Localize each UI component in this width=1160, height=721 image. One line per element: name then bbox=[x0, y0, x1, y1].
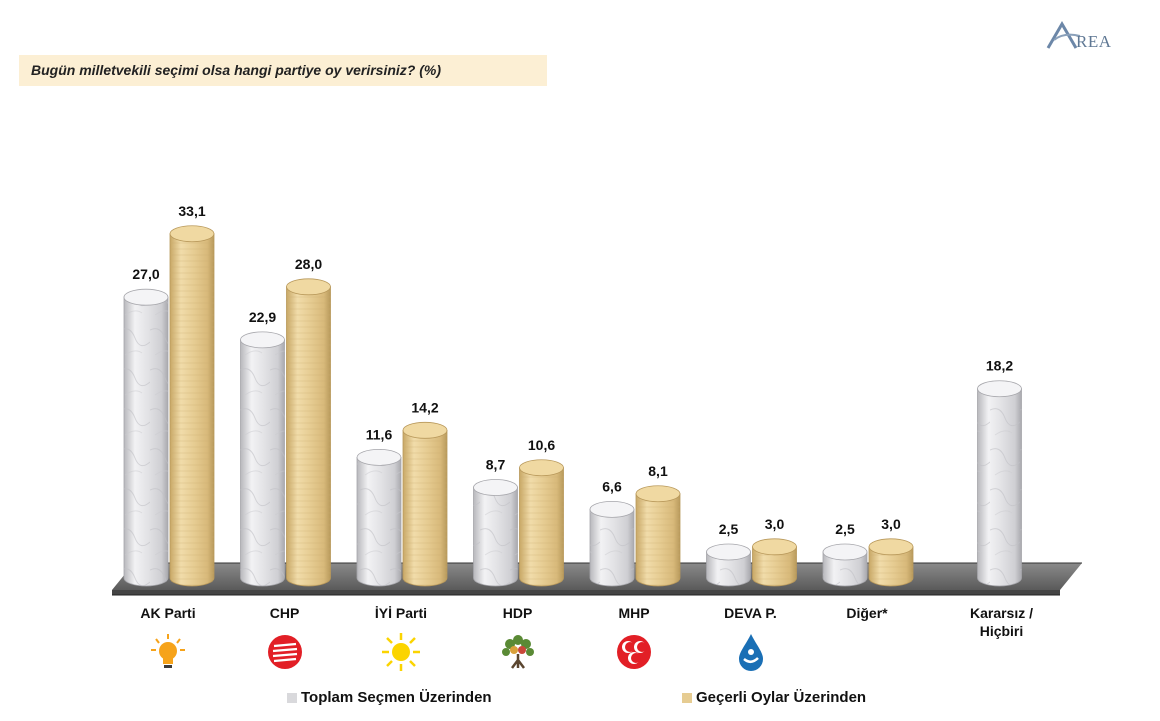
value-label-total-4: 8,7 bbox=[486, 457, 506, 473]
bar-valid-6 bbox=[752, 538, 797, 587]
category-label-3: İYİ Parti bbox=[341, 604, 461, 622]
value-label-total-2: 22,9 bbox=[249, 309, 276, 325]
category-label-line1: MHP bbox=[618, 605, 650, 621]
category-label-8: Kararsız / Hiçbiri bbox=[942, 604, 1062, 640]
value-label-valid-6: 3,0 bbox=[765, 516, 785, 532]
bar-valid-1 bbox=[169, 225, 215, 587]
bar-total-8 bbox=[977, 380, 1022, 587]
chart-title: Bugün milletvekili seçimi olsa hangi par… bbox=[31, 62, 442, 78]
value-label-valid-4: 10,6 bbox=[528, 437, 555, 453]
category-label-line1: CHP bbox=[269, 605, 300, 621]
bar-total-2 bbox=[240, 331, 285, 587]
bar-valid-5 bbox=[635, 485, 681, 587]
legend-label-valid: Geçerli Oylar Üzerinden bbox=[696, 689, 867, 706]
value-label-total-8: 18,2 bbox=[986, 358, 1013, 374]
legend-swatch-marble bbox=[287, 692, 297, 703]
category-label-line1: Kararsız / bbox=[969, 605, 1034, 621]
value-label-total-3: 11,6 bbox=[366, 426, 393, 442]
category-label-line1: İYİ Parti bbox=[374, 605, 428, 621]
value-label-total-5: 6,6 bbox=[602, 478, 622, 494]
bar-valid-2 bbox=[286, 278, 331, 587]
value-label-valid-5: 8,1 bbox=[648, 463, 668, 479]
bar-total-5 bbox=[589, 500, 635, 587]
bar-valid-4 bbox=[519, 459, 564, 587]
hdp-tree-icon bbox=[498, 632, 538, 672]
legend-swatch-gold bbox=[682, 692, 692, 703]
value-label-total-6: 2,5 bbox=[719, 521, 739, 537]
value-label-valid-1: 33,1 bbox=[178, 203, 205, 219]
value-label-valid-7: 3,0 bbox=[881, 516, 901, 532]
area-logo bbox=[1046, 20, 1136, 52]
bar-valid-3 bbox=[402, 421, 448, 587]
category-label-line1: DEVA P. bbox=[724, 605, 777, 621]
category-label-line1: HDP bbox=[502, 605, 533, 621]
legend-item-total: Toplam Seçmen Üzerinden bbox=[287, 689, 492, 706]
bar-total-6 bbox=[706, 543, 751, 587]
area-logo-text: REA bbox=[1076, 32, 1112, 51]
category-label-line2: Hiçbiri bbox=[979, 623, 1024, 639]
bar-valid-7 bbox=[868, 538, 914, 587]
category-label-2: CHP bbox=[225, 604, 345, 622]
mhp-crescents-icon bbox=[614, 632, 654, 672]
akp-lightbulb-icon bbox=[148, 632, 188, 672]
category-label-4: HDP bbox=[458, 604, 578, 622]
bar-total-4 bbox=[473, 479, 518, 587]
deva-drop-icon bbox=[731, 632, 771, 672]
chp-six-arrows-icon bbox=[265, 632, 305, 672]
category-label-1: AK Parti bbox=[108, 604, 228, 622]
category-label-line1: Diğer* bbox=[846, 605, 888, 621]
legend-label-total: Toplam Seçmen Üzerinden bbox=[301, 689, 492, 706]
bar-total-7 bbox=[822, 543, 868, 587]
question-box bbox=[19, 55, 547, 86]
bar-total-3 bbox=[356, 448, 402, 587]
category-label-7: Diğer* bbox=[807, 604, 927, 622]
value-label-valid-2: 28,0 bbox=[295, 256, 322, 272]
value-label-total-1: 27,0 bbox=[132, 266, 159, 282]
category-label-line1: AK Parti bbox=[140, 605, 196, 621]
category-label-5: MHP bbox=[574, 604, 694, 622]
value-label-total-7: 2,5 bbox=[835, 521, 855, 537]
value-label-valid-3: 14,2 bbox=[411, 399, 438, 415]
legend-item-valid: Geçerli Oylar Üzerinden bbox=[682, 689, 866, 706]
bar-total-1 bbox=[123, 288, 169, 587]
iyi-sun-icon bbox=[381, 632, 421, 672]
category-label-6: DEVA P. bbox=[691, 604, 811, 622]
